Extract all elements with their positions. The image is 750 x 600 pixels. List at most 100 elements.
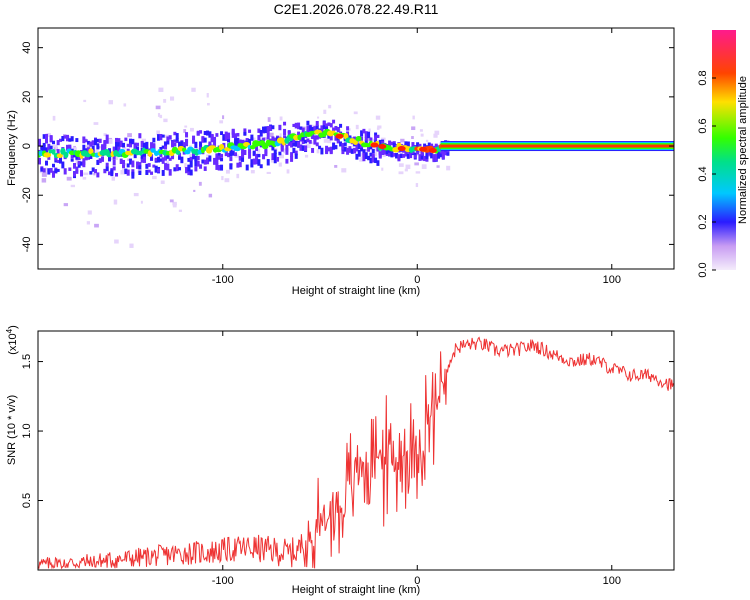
spectrogram-envelope-cell — [152, 164, 156, 168]
spectrogram-envelope-cell — [409, 151, 413, 159]
spectrogram-envelope-cell — [171, 141, 175, 148]
colorbar-gradient — [712, 30, 736, 270]
spectrogram-speckle — [190, 127, 194, 132]
spectrogram-ridge-cell — [84, 152, 91, 158]
spectrogram-envelope-cell — [273, 149, 277, 155]
spectrogram-envelope-cell — [210, 134, 214, 142]
spectrogram-envelope-cell — [329, 123, 333, 128]
spectrogram-envelope-cell — [145, 163, 149, 169]
spectrogram-envelope-cell — [250, 163, 254, 168]
spectrogram-speckle — [341, 168, 347, 173]
spectrogram-envelope-cell — [385, 147, 389, 155]
spectrogram-y-tick-label: -20 — [21, 187, 33, 203]
spectrogram-envelope-cell — [378, 152, 382, 159]
spectrogram-envelope-cell — [161, 134, 165, 138]
spectrogram-envelope-cell — [117, 138, 121, 144]
spectrogram-speckle — [375, 115, 381, 120]
spectrogram-envelope-cell — [266, 128, 270, 133]
spectrogram-speckle — [169, 138, 173, 142]
spectrogram-envelope-cell — [437, 149, 441, 155]
spectrogram-hot-cell — [397, 146, 406, 151]
spectrogram-envelope-cell — [348, 146, 352, 153]
spectrogram-panel: 40 20 0 -20 -40 -100 0 100 Height of straight … — [6, 27, 675, 297]
spectrogram-envelope-cell — [45, 133, 49, 140]
spectrogram-envelope-cell — [343, 146, 347, 152]
spectrogram-envelope-cell — [376, 160, 380, 166]
snr-x-tick-label: -100 — [212, 575, 234, 587]
spectrogram-envelope-cell — [203, 166, 207, 171]
spectrogram-envelope-cell — [199, 130, 203, 134]
spectrogram-speckle — [169, 199, 174, 203]
spectrogram-envelope-cell — [173, 142, 177, 147]
spectrogram-speckle — [279, 116, 283, 121]
spectrogram-envelope-cell — [196, 130, 200, 136]
spectrogram-envelope-cell — [154, 157, 158, 162]
spectrogram-envelope-cell — [42, 134, 46, 139]
spectrogram-envelope-cell — [266, 159, 270, 166]
spectrogram-ridge-cell — [150, 148, 156, 153]
spectrogram-envelope-cell — [371, 153, 375, 159]
spectrogram-envelope-cell — [278, 124, 282, 131]
spectrogram-envelope-cell — [101, 144, 105, 150]
spectrogram-envelope-cell — [129, 138, 133, 144]
spectrogram-envelope-cell — [203, 137, 207, 143]
spectrogram-envelope-cell — [131, 160, 135, 168]
spectrogram-envelope-cell — [313, 135, 317, 142]
spectrogram-speckle — [377, 125, 382, 129]
spectrogram-speckle — [425, 139, 429, 142]
spectrogram-envelope-cell — [266, 132, 270, 140]
spectrogram-envelope-cell — [252, 150, 256, 156]
spectrogram-envelope-cell — [75, 170, 79, 174]
spectrogram-envelope-cell — [262, 154, 266, 160]
spectrogram-speckle — [374, 146, 378, 152]
spectrogram-envelope-cell — [283, 128, 287, 136]
spectrogram-envelope-cell — [271, 145, 275, 151]
spectrogram-envelope-cell — [63, 168, 67, 175]
snr-multiplier-close: ) — [7, 325, 19, 329]
spectrogram-speckle — [52, 144, 57, 148]
spectrogram-speckle — [159, 114, 163, 119]
spectrogram-speckle — [278, 162, 282, 167]
spectrogram-envelope-cell — [357, 149, 361, 157]
spectrogram-envelope-cell — [136, 165, 140, 169]
spectrogram-envelope-cell — [271, 136, 275, 142]
spectrogram-envelope-cell — [213, 157, 217, 165]
spectrogram-envelope-cell — [45, 138, 49, 144]
spectrogram-speckle — [234, 154, 240, 158]
spectrogram-envelope-cell — [341, 143, 345, 150]
colorbar-label: Normalized spectral amplitude — [737, 76, 749, 224]
spectrogram-envelope-cell — [56, 159, 60, 163]
spectrogram-envelope-cell — [430, 152, 434, 159]
spectrogram-envelope-cell — [124, 168, 128, 175]
spectrogram-envelope-cell — [306, 138, 310, 143]
spectrogram-speckle — [63, 203, 69, 207]
spectrogram-envelope-cell — [248, 146, 252, 154]
spectrogram-envelope-cell — [80, 172, 84, 177]
spectrogram-envelope-cell — [306, 126, 310, 132]
spectrogram-envelope-cell — [91, 167, 95, 172]
spectrogram-speckle — [305, 144, 311, 149]
spectrogram-envelope-cell — [42, 142, 46, 146]
spectrogram-envelope-cell — [250, 159, 254, 164]
spectrogram-envelope-cell — [434, 143, 438, 149]
spectrogram-envelope-cell — [369, 152, 373, 157]
spectrogram-envelope-cell — [131, 171, 135, 179]
spectrogram-envelope-cell — [178, 167, 182, 171]
spectrogram-envelope-cell — [208, 131, 212, 138]
spectrogram-envelope-cell — [243, 149, 247, 155]
spectrogram-speckle — [170, 96, 175, 101]
spectrogram-envelope-cell — [73, 163, 77, 169]
spectrogram-envelope-cell — [63, 135, 67, 139]
spectrogram-envelope-cell — [68, 144, 72, 148]
spectrogram-envelope-cell — [194, 159, 198, 167]
spectrogram-hot-cell — [335, 133, 344, 139]
spectrogram-speckle — [334, 164, 338, 168]
spectrogram-envelope-cell — [332, 119, 336, 124]
spectrogram-speckle — [412, 115, 415, 120]
spectrogram-envelope-cell — [145, 169, 149, 175]
spectrogram-envelope-cell — [308, 125, 312, 131]
spectrogram-envelope-cell — [292, 147, 296, 154]
spectrogram-envelope-cell — [150, 157, 154, 161]
spectrogram-envelope-cell — [159, 158, 163, 162]
spectrogram-envelope-cell — [70, 158, 74, 162]
